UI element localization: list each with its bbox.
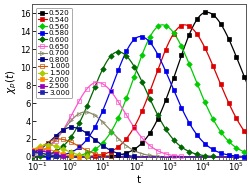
Y-axis label: $\chi_p(t)$: $\chi_p(t)$ xyxy=(4,70,18,94)
X-axis label: t: t xyxy=(137,175,141,185)
Legend: 0.520, 0.540, 0.560, 0.580, 0.600, 0.650, 0.700, 0.800, 1.000, 1.500, 2.000, 2.5: 0.520, 0.540, 0.560, 0.580, 0.600, 0.650… xyxy=(36,8,72,98)
